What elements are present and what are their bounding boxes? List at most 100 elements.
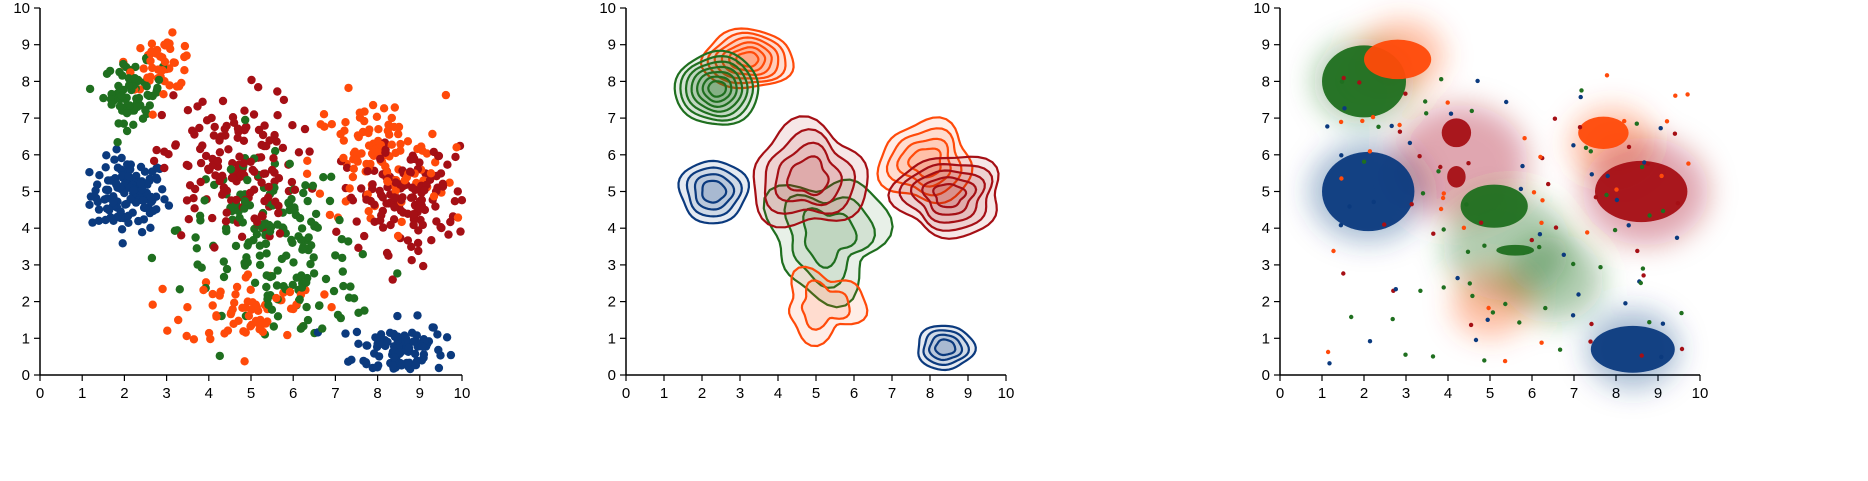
data-point xyxy=(304,233,313,242)
data-point xyxy=(1588,149,1593,154)
x-tick-label: 2 xyxy=(120,385,128,402)
data-point xyxy=(397,217,406,227)
data-point xyxy=(169,91,178,100)
data-point xyxy=(347,355,356,364)
data-point xyxy=(377,211,386,220)
y-tick-label: 2 xyxy=(22,294,30,311)
data-point xyxy=(200,196,209,205)
data-point xyxy=(284,199,294,209)
data-point xyxy=(278,143,288,153)
data-point xyxy=(230,298,239,307)
data-point xyxy=(231,290,240,299)
contour-line xyxy=(887,155,1000,240)
data-point xyxy=(1673,93,1678,98)
data-point xyxy=(333,310,343,320)
data-point xyxy=(1635,248,1640,254)
data-point xyxy=(306,259,315,269)
data-point xyxy=(1502,358,1508,364)
data-point xyxy=(222,264,232,274)
data-point xyxy=(1438,206,1444,212)
data-point xyxy=(445,178,454,187)
data-point xyxy=(146,192,156,202)
data-point xyxy=(279,282,288,291)
y-tick-label: 4 xyxy=(608,220,616,237)
data-point xyxy=(1674,235,1680,240)
data-point xyxy=(258,212,267,221)
data-point xyxy=(301,181,310,190)
data-point xyxy=(410,154,419,164)
data-point xyxy=(1503,301,1508,307)
data-point xyxy=(143,90,152,100)
data-point xyxy=(192,244,201,253)
data-point xyxy=(296,235,306,244)
contour-line xyxy=(707,80,727,98)
data-point xyxy=(119,59,128,69)
data-point xyxy=(118,239,127,248)
data-point xyxy=(180,52,189,62)
data-point xyxy=(210,122,219,132)
x-tick-label: 3 xyxy=(162,385,170,402)
data-point xyxy=(158,284,167,294)
data-point xyxy=(189,335,199,344)
data-point xyxy=(94,205,104,214)
y-tick-label: 4 xyxy=(1262,220,1270,237)
data-point xyxy=(249,110,259,119)
data-point xyxy=(444,230,453,239)
data-point xyxy=(396,139,405,149)
data-point xyxy=(133,102,142,112)
data-point xyxy=(233,124,243,133)
data-point xyxy=(232,195,241,205)
data-point xyxy=(254,125,264,135)
y-tick-label: 0 xyxy=(22,367,30,384)
data-point xyxy=(390,203,399,212)
data-point xyxy=(1639,353,1644,358)
data-point xyxy=(196,144,205,154)
data-point xyxy=(262,141,271,151)
data-point xyxy=(314,301,324,310)
data-point xyxy=(341,118,350,127)
data-point xyxy=(1583,145,1589,150)
data-point xyxy=(372,112,382,122)
data-point xyxy=(453,187,462,196)
data-point xyxy=(347,193,356,202)
data-point xyxy=(146,223,155,232)
data-point xyxy=(403,137,413,146)
data-point xyxy=(434,363,444,373)
data-point xyxy=(376,154,385,164)
data-point xyxy=(240,124,250,134)
x-tick-label: 9 xyxy=(964,385,972,402)
data-point xyxy=(319,173,328,182)
data-point xyxy=(1577,125,1583,130)
data-point xyxy=(1578,94,1583,100)
data-point xyxy=(122,126,132,136)
contour-line xyxy=(907,147,942,179)
data-point xyxy=(361,358,371,367)
data-point xyxy=(1543,305,1548,311)
data-point xyxy=(370,200,379,209)
y-tick-label: 9 xyxy=(1262,37,1270,54)
data-point xyxy=(1347,204,1352,209)
data-point xyxy=(300,124,310,134)
data-point xyxy=(219,257,228,266)
data-point xyxy=(433,330,442,339)
data-point xyxy=(374,125,383,134)
density-cores xyxy=(1322,39,1688,373)
data-point xyxy=(183,106,193,115)
data-point xyxy=(1557,347,1563,352)
data-point xyxy=(358,250,367,259)
data-point xyxy=(327,172,336,181)
y-tick-label: 5 xyxy=(608,184,616,201)
data-point xyxy=(290,205,299,214)
data-point xyxy=(197,263,206,272)
data-point xyxy=(136,44,145,53)
y-tick-label: 2 xyxy=(1262,294,1270,311)
data-point xyxy=(163,326,172,335)
data-point xyxy=(1440,195,1446,201)
data-point xyxy=(434,345,443,355)
data-point xyxy=(403,236,413,245)
data-point xyxy=(442,333,452,342)
y-tick-label: 10 xyxy=(13,0,30,17)
data-point xyxy=(1469,108,1474,114)
data-point xyxy=(1423,99,1428,104)
data-point xyxy=(213,156,223,166)
